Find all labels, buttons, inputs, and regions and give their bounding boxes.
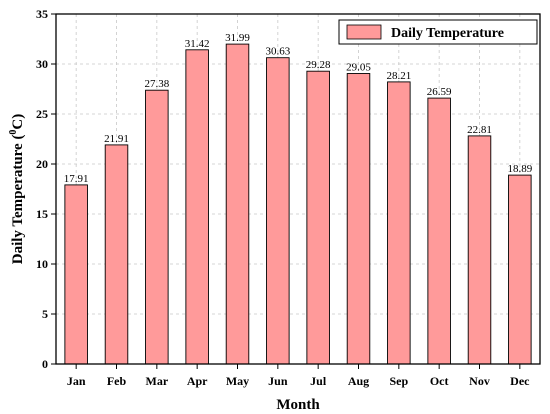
y-tick-label: 30 [36,57,48,71]
gridlines [56,14,540,364]
bar-apr [185,49,209,365]
bars [64,43,532,365]
bar-dec [508,174,532,365]
x-tick-label: Jul [310,374,327,388]
x-tick-label: Dec [510,374,530,388]
x-tick-label: Aug [348,374,369,388]
bar-jan [64,184,88,365]
y-tick-label: 5 [42,307,48,321]
y-tick-label: 20 [36,157,48,171]
x-tick-label: Mar [146,374,169,388]
data-label-sep: 28.21 [386,70,411,82]
y-axis-title: Daily Temperature (0C) [8,114,26,265]
data-label-oct: 26.59 [427,86,452,98]
bar-aug [346,73,371,365]
y-axis-title-end: C) [10,114,26,130]
x-tick-label: May [226,374,249,388]
y-tick-label: 35 [36,7,48,21]
plot-frame [55,13,541,365]
data-labels: 17.91 21.91 27.38 31.42 31.99 30.63 29.28 29.05… [64,32,533,185]
x-axis-ticks: Jan Feb Mar Apr May Jun Jul Aug Sep Oct Nov Dec [67,364,530,388]
x-tick-label: Apr [187,374,208,388]
bar-nov [467,135,492,365]
bar-sep [387,81,411,365]
data-label-dec: 18.89 [507,163,532,175]
data-label-jun: 30.63 [265,46,290,58]
bar-mar [145,89,169,365]
legend-label: Daily Temperature [391,26,504,41]
y-axis-title-superscript: 0 [8,130,19,135]
y-axis-title-main: Daily Temperature ( [10,135,26,265]
data-label-jul: 29.28 [306,59,331,71]
data-label-aug: 29.05 [346,62,371,74]
data-label-may: 31.99 [225,32,250,44]
y-tick-label: 15 [36,207,48,221]
x-tick-label: Nov [469,374,490,388]
bar-feb [104,144,129,365]
bar-oct [427,97,451,365]
legend-swatch [346,24,382,40]
data-label-jan: 17.91 [64,173,89,185]
x-tick-label: Jun [268,374,288,388]
y-tick-label: 0 [42,357,48,371]
data-label-apr: 31.42 [185,38,210,50]
legend: Daily Temperature [338,19,538,45]
x-tick-label: Jan [67,374,86,388]
bar-jun [266,57,290,365]
y-tick-label: 10 [36,257,48,271]
data-label-mar: 27.38 [144,78,169,90]
y-tick-label: 25 [36,107,48,121]
bar-may [225,43,250,365]
x-tick-label: Oct [430,374,449,388]
x-axis-title: Month [276,397,320,413]
bar-jul [306,70,330,365]
x-tick-label: Feb [107,374,127,388]
data-label-feb: 21.91 [104,133,129,145]
y-axis-ticks: 0 5 10 15 20 25 30 35 [36,7,56,371]
data-label-nov: 22.81 [467,124,492,136]
x-tick-label: Sep [389,374,408,388]
